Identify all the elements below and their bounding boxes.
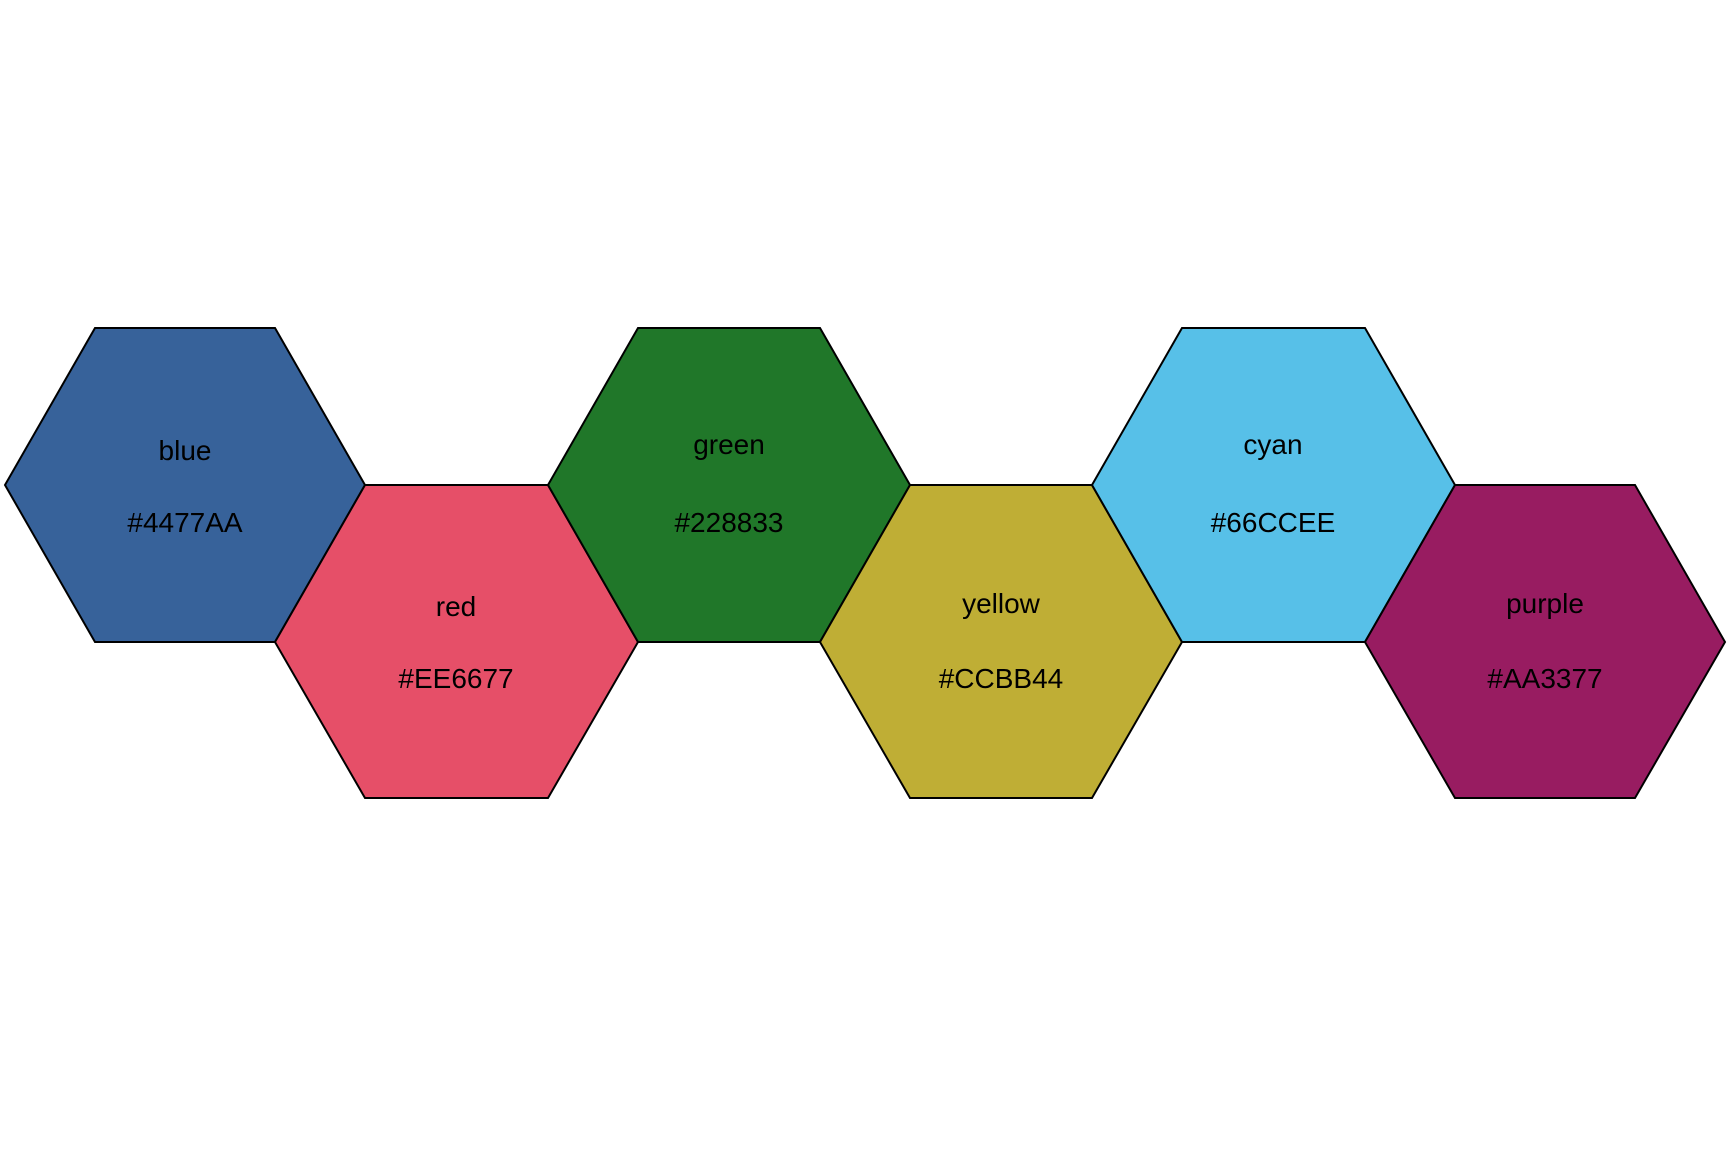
swatch-hex-cyan: #66CCEE	[1211, 507, 1336, 538]
swatch-name-purple: purple	[1506, 588, 1584, 619]
swatch-cyan: cyan #66CCEE	[1090, 327, 1457, 643]
swatch-hex-red: #EE6677	[398, 663, 513, 694]
swatch-purple: purple #AA3377	[1363, 484, 1727, 799]
hexagon-purple	[1363, 484, 1727, 799]
swatch-name-red: red	[436, 591, 476, 622]
hexagon-row: blue #4477AA red #EE6677 green #228833 y…	[3, 327, 1727, 799]
swatch-hex-yellow: #CCBB44	[939, 663, 1064, 694]
swatch-name-yellow: yellow	[962, 588, 1041, 619]
swatch-red: red #EE6677	[273, 484, 640, 799]
swatch-name-green: green	[693, 429, 765, 460]
swatch-hex-blue: #4477AA	[127, 507, 243, 538]
swatch-hex-green: #228833	[674, 507, 783, 538]
swatch-yellow: yellow #CCBB44	[818, 484, 1184, 799]
swatch-name-blue: blue	[159, 435, 212, 466]
swatch-name-cyan: cyan	[1243, 429, 1302, 460]
swatch-green: green #228833	[546, 327, 912, 643]
swatch-hex-purple: #AA3377	[1487, 663, 1602, 694]
